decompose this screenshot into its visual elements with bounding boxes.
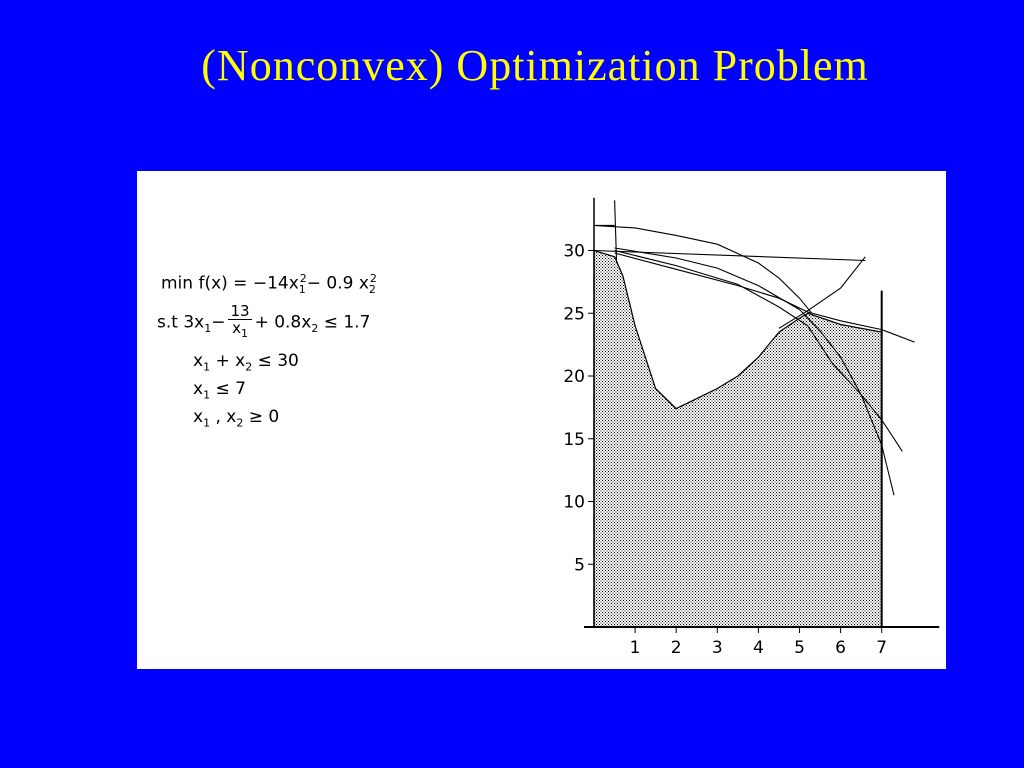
y-tick-label: 5 bbox=[574, 555, 585, 575]
y-tick-label: 10 bbox=[563, 493, 585, 513]
constraint-curve-2 bbox=[614, 252, 915, 343]
constraint-curve-3 bbox=[614, 247, 895, 496]
fraction: 13 x1 bbox=[228, 302, 252, 340]
constraint-curve-6 bbox=[778, 256, 866, 329]
feasible-region-plot: 1 2 3 4 5 6 7 5 10 15 20 25 30 bbox=[563, 197, 940, 658]
constraint-4: x1 , x2 ≥ 0 bbox=[193, 407, 280, 430]
x-tick-label: 2 bbox=[671, 638, 682, 658]
y-tick-label: 15 bbox=[563, 430, 585, 450]
x-tick-label: 6 bbox=[835, 638, 846, 658]
y-tick-label: 30 bbox=[563, 242, 585, 262]
constraint-3: x1 ≤ 7 bbox=[193, 379, 246, 402]
x-tick-label: 7 bbox=[876, 638, 887, 658]
slide-title: (Nonconvex) Optimization Problem bbox=[201, 41, 869, 90]
x-tick-label: 4 bbox=[753, 638, 764, 658]
feasible-region bbox=[593, 249, 883, 628]
constraint-2: x1 + x2 ≤ 30 bbox=[193, 351, 299, 374]
constraint-1: s.t 3x1− 13 x1 + 0.8x2 ≤ 1.7 bbox=[157, 302, 371, 340]
constraint-curve-4 bbox=[614, 249, 903, 452]
constraint-curve-5 bbox=[593, 249, 866, 262]
objective-function: min f(x) = −14x12− 0.9 x22 bbox=[161, 272, 377, 297]
y-tick-label: 20 bbox=[563, 367, 585, 387]
figure-panel: min f(x) = −14x12− 0.9 x22 s.t 3x1− 13 x1 +… bbox=[137, 171, 946, 669]
constraint-curve-1 bbox=[593, 224, 813, 314]
y-tick-label: 25 bbox=[563, 304, 585, 324]
constraint-curve-7 bbox=[614, 200, 618, 264]
x-tick-label: 5 bbox=[794, 638, 805, 658]
x-tick-label: 3 bbox=[712, 638, 723, 658]
x-tick-label: 1 bbox=[630, 638, 641, 658]
